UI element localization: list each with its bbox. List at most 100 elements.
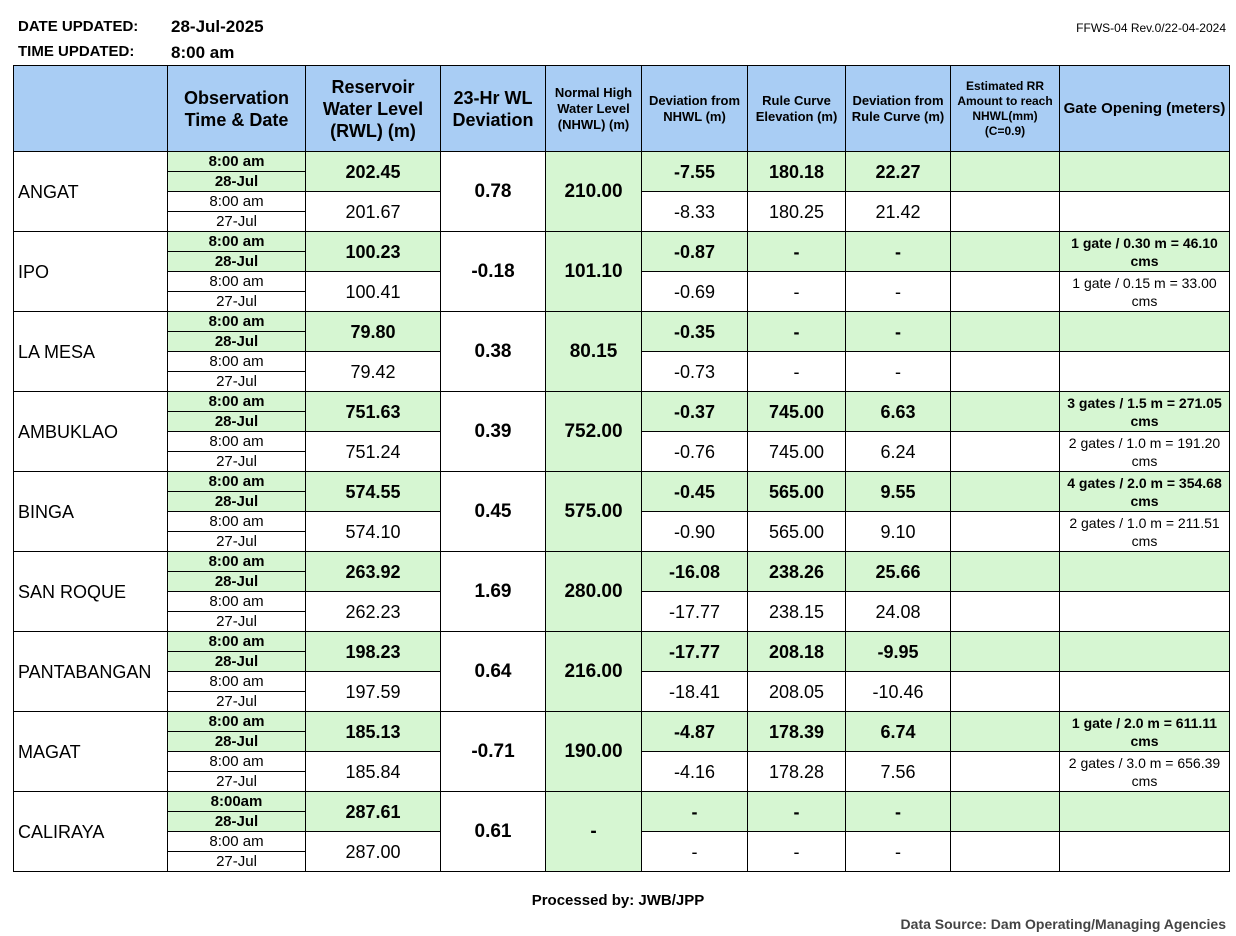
obs-date-previous: 27-Jul	[167, 851, 306, 872]
deviation-rule-current: 25.66	[845, 551, 951, 592]
rwl-previous: 100.41	[305, 271, 441, 312]
table-row: 27-Jul	[14, 291, 1230, 312]
deviation-rule-current: 6.74	[845, 711, 951, 752]
deviation-nhwl-current: -16.08	[641, 551, 748, 592]
deviation-23hr: -0.18	[440, 231, 546, 312]
gate-opening-current	[1059, 631, 1230, 672]
obs-date-current: 28-Jul	[167, 251, 306, 272]
rwl-current: 751.63	[305, 391, 441, 432]
deviation-nhwl-previous: -	[641, 831, 748, 872]
gate-opening-previous	[1059, 351, 1230, 392]
deviation-nhwl-previous: -17.77	[641, 591, 748, 632]
deviation-nhwl-previous: -18.41	[641, 671, 748, 712]
nhwl-value: 80.15	[545, 311, 642, 392]
rwl-current: 263.92	[305, 551, 441, 592]
deviation-23hr: 0.78	[440, 151, 546, 232]
deviation-nhwl-previous: -4.16	[641, 751, 748, 792]
obs-time-previous: 8:00 am	[167, 351, 306, 372]
gate-opening-current: 1 gate / 0.30 m = 46.10 cms	[1059, 231, 1230, 272]
obs-time-current: 8:00 am	[167, 231, 306, 252]
deviation-rule-current: -9.95	[845, 631, 951, 672]
rr-amount-previous	[950, 511, 1060, 552]
obs-date-previous: 27-Jul	[167, 611, 306, 632]
table-row: 27-Jul	[14, 211, 1230, 232]
obs-time-previous: 8:00 am	[167, 271, 306, 292]
deviation-rule-previous: -	[845, 351, 951, 392]
table-row: BINGA 8:00 am 574.55 0.45 575.00 -0.45 5…	[13, 471, 1230, 552]
gate-opening-current: 4 gates / 2.0 m = 354.68 cms	[1059, 471, 1230, 512]
dam-name: SAN ROQUE	[13, 551, 168, 632]
date-updated-value: 28-Jul-2025	[171, 17, 264, 36]
deviation-rule-current: -	[845, 311, 951, 352]
rr-amount-previous	[950, 431, 1060, 472]
deviation-rule-current: 6.63	[845, 391, 951, 432]
table-row: 8:00 am 751.24 -0.76 745.00 6.24 2 gates…	[14, 431, 1230, 472]
table-row: LA MESA 8:00 am 79.80 0.38 80.15 -0.35 -…	[13, 311, 1230, 392]
deviation-23hr: 1.69	[440, 551, 546, 632]
rr-amount-current	[950, 391, 1060, 432]
rwl-current: 185.13	[305, 711, 441, 752]
deviation-23hr: 0.39	[440, 391, 546, 472]
rule-curve-previous: -	[747, 351, 846, 392]
nhwl-value: 752.00	[545, 391, 642, 472]
gate-opening-previous: 2 gates / 3.0 m = 656.39 cms	[1059, 751, 1230, 792]
rr-amount-previous	[950, 191, 1060, 232]
gate-opening-previous: 1 gate / 0.15 m = 33.00 cms	[1059, 271, 1230, 312]
rwl-previous: 574.10	[305, 511, 441, 552]
header-23hr-deviation: 23-Hr WL Deviation	[440, 65, 546, 152]
rr-amount-previous	[950, 671, 1060, 712]
header-deviation-rule-curve: Deviation from Rule Curve (m)	[845, 65, 951, 152]
rwl-current: 198.23	[305, 631, 441, 672]
rule-curve-current: -	[747, 231, 846, 272]
deviation-nhwl-previous: -8.33	[641, 191, 748, 232]
rule-curve-current: 565.00	[747, 471, 846, 512]
nhwl-value: 190.00	[545, 711, 642, 792]
gate-opening-previous: 2 gates / 1.0 m = 211.51 cms	[1059, 511, 1230, 552]
table-row: 8:00 am 574.10 -0.90 565.00 9.10 2 gates…	[14, 511, 1230, 552]
obs-time-previous: 8:00 am	[167, 511, 306, 532]
deviation-23hr: 0.61	[440, 791, 546, 872]
table-row: 8:00 am 197.59 -18.41 208.05 -10.46	[14, 671, 1230, 712]
obs-time-current: 8:00am	[167, 791, 306, 812]
table-row: AMBUKLAO 8:00 am 751.63 0.39 752.00 -0.3…	[13, 391, 1230, 472]
deviation-nhwl-current: -	[641, 791, 748, 832]
deviation-rule-previous: -10.46	[845, 671, 951, 712]
table-row: PANTABANGAN 8:00 am 198.23 0.64 216.00 -…	[13, 631, 1230, 712]
obs-date-previous: 27-Jul	[167, 771, 306, 792]
header-station	[13, 65, 168, 152]
obs-time-current: 8:00 am	[167, 311, 306, 332]
obs-time-current: 8:00 am	[167, 711, 306, 732]
deviation-rule-previous: 7.56	[845, 751, 951, 792]
deviation-rule-current: 9.55	[845, 471, 951, 512]
rr-amount-previous	[950, 351, 1060, 392]
obs-time-previous: 8:00 am	[167, 191, 306, 212]
obs-date-previous: 27-Jul	[167, 451, 306, 472]
obs-date-previous: 27-Jul	[167, 291, 306, 312]
dam-name: CALIRAYA	[13, 791, 168, 872]
table-row: 8:00 am 201.67 -8.33 180.25 21.42	[14, 191, 1230, 232]
obs-date-previous: 27-Jul	[167, 531, 306, 552]
obs-date-current: 28-Jul	[167, 331, 306, 352]
deviation-rule-previous: 24.08	[845, 591, 951, 632]
table-row: 28-Jul	[14, 171, 1230, 192]
deviation-nhwl-current: -4.87	[641, 711, 748, 752]
gate-opening-previous	[1059, 591, 1230, 632]
gate-opening-current: 1 gate / 2.0 m = 611.11 cms	[1059, 711, 1230, 752]
table-row: IPO 8:00 am 100.23 -0.18 101.10 -0.87 - …	[13, 231, 1230, 312]
time-updated-value: 8:00 am	[171, 43, 235, 62]
revision-code: FFWS-04 Rev.0/22-04-2024	[1076, 21, 1226, 35]
rr-amount-current	[950, 791, 1060, 832]
obs-date-current: 28-Jul	[167, 171, 306, 192]
obs-date-previous: 27-Jul	[167, 691, 306, 712]
rr-amount-current	[950, 151, 1060, 192]
rr-amount-previous	[950, 271, 1060, 312]
rr-amount-current	[950, 471, 1060, 512]
dam-name: AMBUKLAO	[13, 391, 168, 472]
gate-opening-current	[1059, 791, 1230, 832]
obs-date-previous: 27-Jul	[167, 211, 306, 232]
nhwl-value: 101.10	[545, 231, 642, 312]
obs-date-current: 28-Jul	[167, 411, 306, 432]
obs-time-current: 8:00 am	[167, 631, 306, 652]
rwl-previous: 287.00	[305, 831, 441, 872]
gate-opening-current	[1059, 551, 1230, 592]
